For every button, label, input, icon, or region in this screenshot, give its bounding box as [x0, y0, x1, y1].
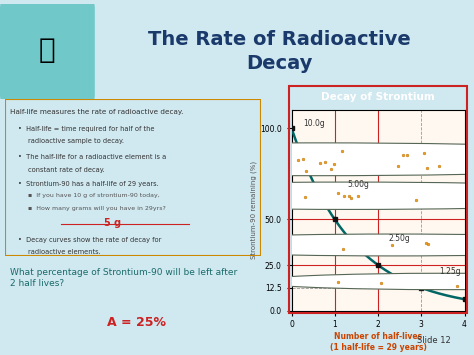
Text: A = 25%: A = 25%: [108, 316, 166, 329]
Text: radioactive elements.: radioactive elements.: [28, 249, 100, 255]
Text: •  Half-life = time required for half of the: • Half-life = time required for half of …: [18, 126, 154, 132]
Text: constant rate of decay.: constant rate of decay.: [28, 166, 105, 173]
Text: Half-life measures the rate of radioactive decay.: Half-life measures the rate of radioacti…: [10, 109, 183, 115]
Text: ▪  If you have 10 g of strontium-90 today,: ▪ If you have 10 g of strontium-90 today…: [28, 193, 160, 198]
Text: 💡: 💡: [39, 36, 56, 64]
Text: 2.50g: 2.50g: [389, 234, 410, 243]
Text: radioactive sample to decay.: radioactive sample to decay.: [28, 138, 124, 144]
Text: ▪  How many grams will you have in 29yrs?: ▪ How many grams will you have in 29yrs?: [28, 206, 165, 211]
Text: •  The half-life for a radioactive element is a: • The half-life for a radioactive elemen…: [18, 154, 166, 160]
Circle shape: [134, 234, 474, 256]
Y-axis label: Strontium-90 remaining (%): Strontium-90 remaining (%): [251, 161, 257, 260]
Circle shape: [253, 273, 474, 290]
Text: Slide 12: Slide 12: [417, 336, 451, 345]
Circle shape: [0, 143, 474, 176]
Text: 5.00g: 5.00g: [347, 180, 369, 189]
Text: The Rate of Radioactive
Decay: The Rate of Radioactive Decay: [148, 30, 411, 73]
Text: 10.0g: 10.0g: [304, 120, 325, 129]
Text: 5 g: 5 g: [104, 218, 121, 228]
FancyBboxPatch shape: [0, 0, 95, 109]
Text: •  Decay curves show the rate of decay for: • Decay curves show the rate of decay fo…: [18, 237, 161, 243]
Circle shape: [26, 182, 474, 209]
X-axis label: Number of half-lives
(1 half-life = 29 years): Number of half-lives (1 half-life = 29 y…: [329, 332, 427, 351]
Text: 1.25g: 1.25g: [439, 267, 461, 276]
Text: Decay of Strontium: Decay of Strontium: [321, 92, 435, 102]
Text: •  Strontium-90 has a half-life of 29 years.: • Strontium-90 has a half-life of 29 yea…: [18, 181, 158, 187]
Text: What percentage of Strontium-90 will be left after
2 half lives?: What percentage of Strontium-90 will be …: [10, 268, 237, 288]
